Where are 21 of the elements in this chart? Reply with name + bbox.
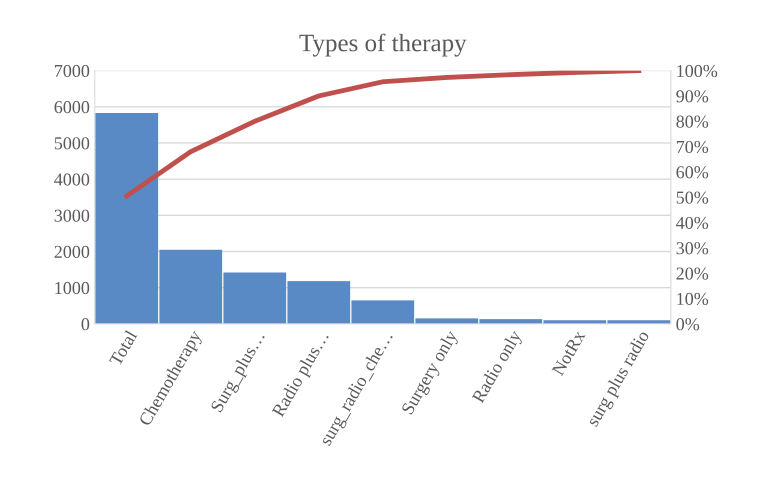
chart-title: Types of therapy <box>299 34 467 57</box>
y2-tick-label: 80% <box>676 116 708 128</box>
y-tick-label: 4000 <box>54 173 90 186</box>
y2-tick-label: 30% <box>676 242 708 254</box>
y2-tick-label: 40% <box>676 216 708 230</box>
y2-tick-label: 60% <box>676 166 708 178</box>
y-tick-label: 6000 <box>54 101 90 114</box>
line-series <box>124 70 642 198</box>
y-tick-label: 1000 <box>55 282 90 294</box>
y2-tick-label: 90% <box>676 90 708 102</box>
y2-tick-label: 0% <box>676 318 700 330</box>
y2-tick-label: 20% <box>676 267 708 280</box>
y-tick-label: 3000 <box>54 210 90 222</box>
y2-tick-label: 50% <box>676 191 708 204</box>
y2-tick-label: 10% <box>677 292 708 306</box>
y2-tick-label: 70% <box>676 140 708 154</box>
y-tick-label: 2000 <box>54 246 90 258</box>
y-tick-label: 7000 <box>54 64 90 78</box>
y-tick-label: 0 <box>82 318 90 330</box>
y2-tick-label: 100% <box>677 64 718 78</box>
y-tick-label: 5000 <box>54 137 90 150</box>
